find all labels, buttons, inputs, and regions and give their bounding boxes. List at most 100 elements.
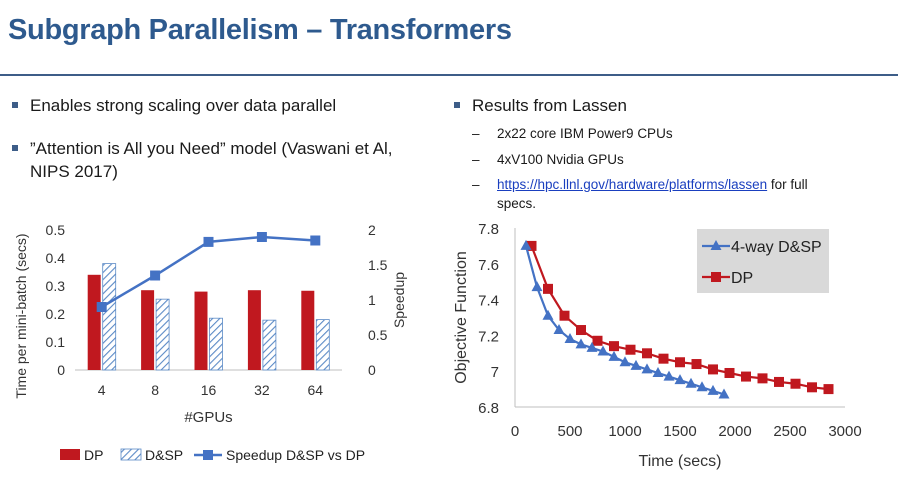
y2-axis-title: Speedup (391, 272, 407, 328)
legend-dsp-label: D&SP (145, 447, 183, 463)
dsp-series-line (524, 245, 725, 396)
sub-bullet-specs: – https://hpc.llnl.gov/hardware/platform… (472, 177, 808, 211)
title-rule (0, 74, 898, 76)
x-tick-label: 2000 (718, 423, 751, 440)
dsp-point (630, 359, 642, 370)
dsp-point (564, 332, 576, 343)
dsp-point (619, 356, 631, 367)
x-tick-label: 8 (151, 382, 159, 398)
x-tick-label: 32 (254, 382, 270, 398)
dp-point (741, 371, 751, 382)
speedup-point (150, 270, 161, 281)
dp-bar (141, 290, 155, 370)
dsp-point (718, 388, 730, 399)
y-axis-title: Objective Function (453, 251, 470, 384)
sub-bullet-gpus: – 4xV100 Nvidia GPUs (472, 152, 624, 167)
dsp-bar (315, 319, 330, 371)
sub-bullet-text: 2x22 core IBM Power9 CPUs (497, 126, 673, 141)
dp-bar (194, 291, 208, 370)
dp-point (708, 364, 718, 375)
x-tick-label: 500 (557, 423, 582, 440)
legend-dsp-label: 4-way D&SP (731, 239, 822, 256)
dsp-bar (155, 298, 170, 371)
dp-point (807, 382, 817, 393)
y-tick-label: 0.2 (46, 306, 66, 322)
dsp-bar (262, 319, 277, 371)
dp-point (625, 344, 636, 355)
dsp-point (575, 338, 587, 349)
gpu-scaling-chart: 0 0.1 0.2 0.3 0.4 0.5 0 0.5 1 1.5 2 4 8 16 32 64 #GPUs Ti… (13, 222, 407, 463)
dp-bar (87, 274, 101, 370)
dsp-point (520, 239, 532, 250)
dp-point (757, 373, 768, 384)
dp-point (526, 240, 537, 251)
bullet-attention-model: ”Attention is All you Need” model (Vaswa… (12, 137, 415, 183)
y-tick-label: 7.6 (478, 257, 499, 274)
dsp-point (597, 345, 609, 356)
dp-point (823, 384, 834, 395)
bullet-text: ”Attention is All you Need” model (Vaswa… (30, 139, 393, 181)
legend-speedup-marker (203, 450, 213, 460)
dp-point (774, 376, 784, 387)
y2-tick-label: 1.5 (368, 257, 388, 273)
bullet-marker (12, 102, 18, 108)
y-tick-label: 0.1 (46, 334, 66, 350)
dp-bar (247, 290, 261, 370)
dsp-point (674, 374, 686, 385)
speedup-point (203, 236, 214, 247)
dsp-point (608, 350, 620, 361)
legend-dp-marker (711, 272, 721, 282)
dp-point (543, 283, 553, 294)
dsp-point (663, 370, 675, 381)
x-tick-label: 2500 (773, 423, 806, 440)
dp-point (675, 357, 685, 368)
lassen-specs-link[interactable]: https://hpc.llnl.gov/hardware/platforms/… (497, 177, 768, 192)
bullet-text: Enables strong scaling over data paralle… (30, 96, 337, 115)
x-tick-label: 1500 (663, 423, 696, 440)
y-tick-label: 0.3 (46, 278, 66, 294)
legend-speedup-label: Speedup D&SP vs DP (226, 447, 365, 463)
bullet-marker (12, 145, 18, 151)
speedup-point (256, 232, 267, 242)
y2-tick-label: 1 (368, 292, 376, 308)
dp-point (658, 353, 669, 364)
legend-dp-label: DP (84, 447, 103, 463)
y-tick-label: 6.8 (478, 400, 499, 417)
sub-bullet-text: 4xV100 Nvidia GPUs (497, 152, 624, 167)
slide-title: Subgraph Parallelism – Transformers (8, 14, 512, 46)
legend-dp-swatch (60, 449, 80, 460)
dsp-point (652, 366, 664, 377)
x-tick-label: 64 (308, 382, 324, 398)
speedup-point (96, 302, 107, 312)
bullet-text: Results from Lassen (472, 96, 627, 115)
x-axis-title: Time (secs) (639, 453, 722, 470)
dp-point (691, 359, 702, 370)
y-tick-label: 0.4 (46, 250, 66, 266)
legend-box (697, 229, 829, 293)
legend-dsp-marker (710, 240, 722, 250)
dsp-point (531, 281, 543, 292)
legend-dsp-swatch (120, 448, 142, 461)
dsp-bar (209, 317, 223, 371)
dsp-point (553, 324, 565, 335)
dsp-point (542, 309, 554, 320)
dsp-point (641, 363, 653, 374)
y-tick-label: 7 (491, 364, 499, 381)
dsp-point (685, 377, 697, 388)
dsp-point (586, 341, 598, 352)
dp-point (790, 378, 801, 389)
dsp-bar (102, 263, 117, 371)
dp-point (559, 310, 570, 321)
dsp-point (707, 384, 719, 395)
dp-bar (301, 290, 315, 370)
dp-point (724, 367, 735, 378)
y2-tick-label: 0.5 (368, 327, 388, 343)
x-tick-label: 3000 (828, 423, 861, 440)
x-tick-label: 0 (511, 423, 519, 440)
bullet-marker (454, 102, 460, 108)
y-tick-label: 7.2 (478, 328, 499, 345)
link-suffix: for full specs. (497, 177, 808, 211)
speedup-point (310, 235, 321, 246)
sub-bullet-cpus: – 2x22 core IBM Power9 CPUs (472, 126, 673, 141)
bullet-strong-scaling: Enables strong scaling over data paralle… (12, 94, 410, 117)
